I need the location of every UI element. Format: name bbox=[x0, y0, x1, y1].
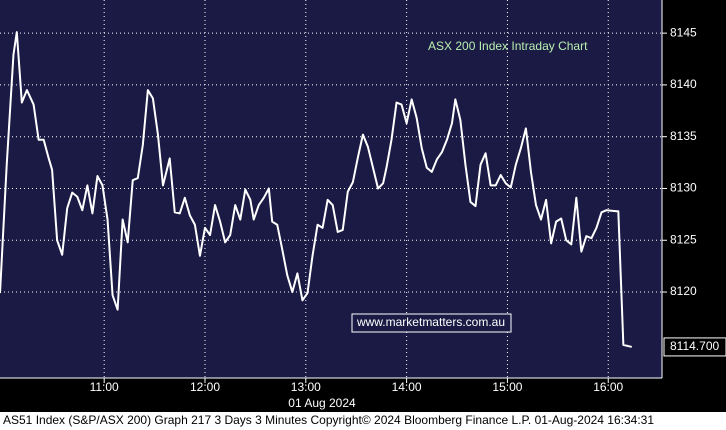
y-tick-label: 8130 bbox=[670, 181, 697, 195]
chart-title: ASX 200 Index Intraday Chart bbox=[428, 39, 588, 53]
last-price-box bbox=[663, 337, 726, 357]
y-tick-label: 8125 bbox=[670, 232, 697, 246]
footer: AS51 Index (S&P/ASX 200) Graph 217 3 Day… bbox=[3, 413, 654, 427]
plot-area bbox=[0, 0, 662, 378]
annotation: www.marketmatters.com.au bbox=[356, 315, 505, 329]
y-tick-label: 8140 bbox=[670, 77, 697, 91]
x-tick-label: 11:00 bbox=[90, 380, 119, 394]
price-line bbox=[0, 31, 632, 348]
footer-bar bbox=[0, 412, 726, 430]
x-tick-label: 15:00 bbox=[492, 380, 522, 394]
x-axis-label: 01 Aug 2024 bbox=[288, 396, 356, 410]
x-tick-label: 16:00 bbox=[593, 380, 623, 394]
annotation-box bbox=[351, 313, 512, 333]
x-tick-label: 12:00 bbox=[190, 380, 220, 394]
x-tick-label: 14:00 bbox=[392, 380, 422, 394]
last-price-label: 8114.700 bbox=[670, 339, 719, 353]
y-tick-label: 8145 bbox=[670, 25, 697, 39]
x-tick-label: 13:00 bbox=[291, 380, 321, 394]
y-tick-label: 8120 bbox=[670, 284, 697, 298]
y-tick-label: 8135 bbox=[670, 129, 697, 143]
